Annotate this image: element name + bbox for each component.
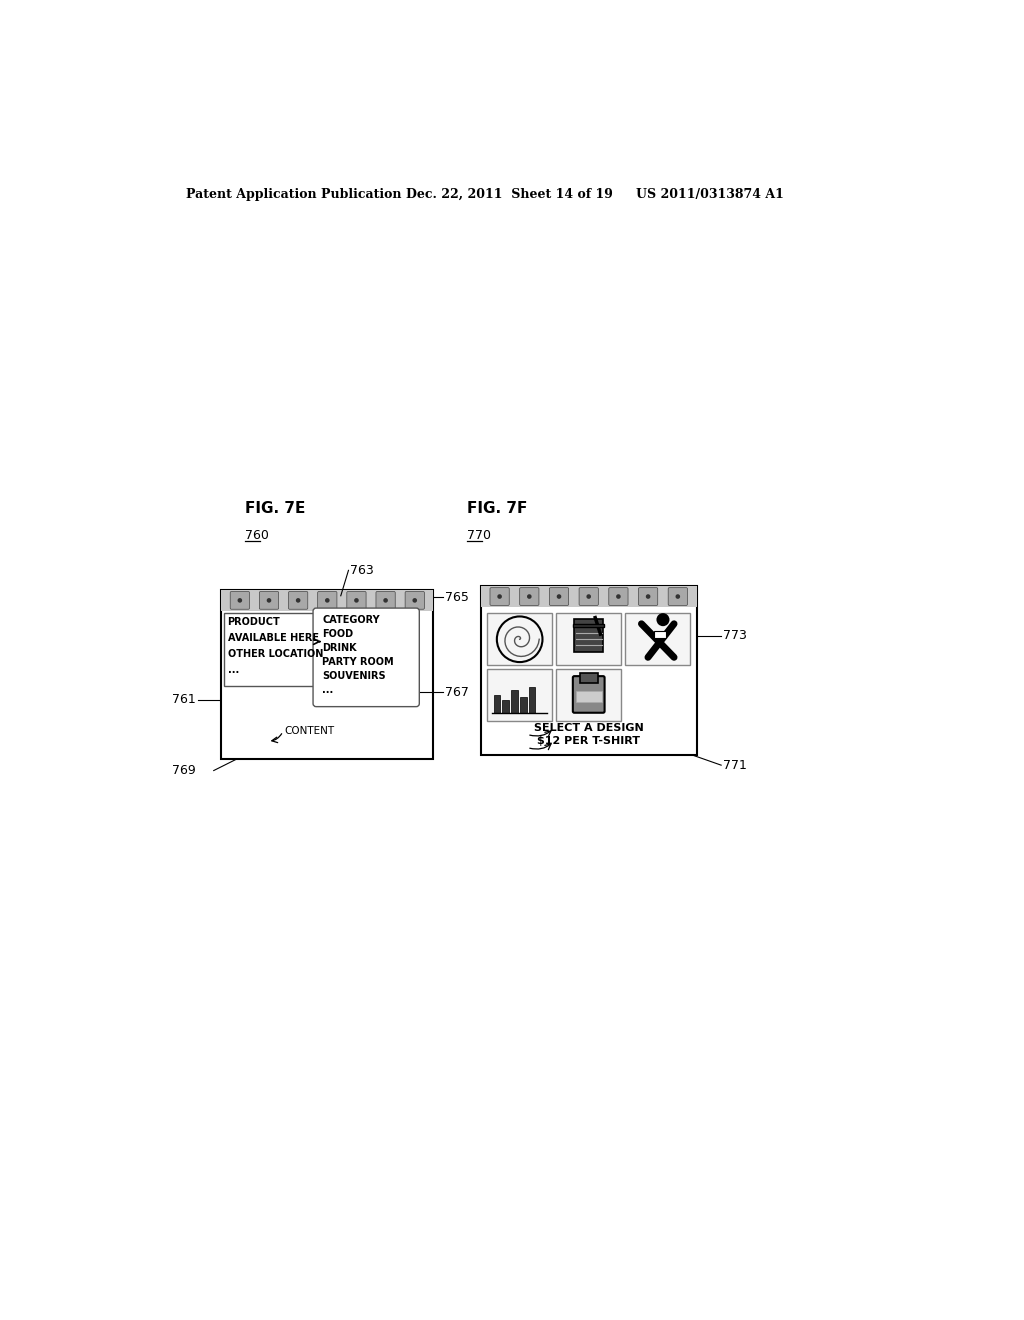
Bar [494,694,500,713]
Circle shape [587,594,591,599]
Text: SOUVENIRS: SOUVENIRS [323,671,386,681]
Text: SELECT A DESIGN: SELECT A DESIGN [534,723,644,733]
Circle shape [616,594,621,599]
FancyBboxPatch shape [487,614,552,665]
FancyBboxPatch shape [609,587,628,606]
FancyBboxPatch shape [317,591,337,610]
Circle shape [527,594,531,599]
Text: 767: 767 [444,685,469,698]
Text: 769: 769 [172,764,196,777]
Circle shape [557,594,561,599]
Text: US 2011/0313874 A1: US 2011/0313874 A1 [636,187,783,201]
Text: 770: 770 [467,529,492,543]
FancyBboxPatch shape [230,591,250,610]
Text: PRODUCT: PRODUCT [227,616,281,627]
Circle shape [498,594,502,599]
FancyBboxPatch shape [626,614,690,665]
FancyBboxPatch shape [639,587,657,606]
FancyBboxPatch shape [654,631,667,639]
Text: Dec. 22, 2011  Sheet 14 of 19: Dec. 22, 2011 Sheet 14 of 19 [407,187,613,201]
FancyBboxPatch shape [259,591,279,610]
Text: 761: 761 [172,693,196,706]
Circle shape [238,598,242,603]
Text: Patent Application Publication: Patent Application Publication [186,187,401,201]
Text: FOOD: FOOD [323,630,353,639]
Bar [481,586,696,607]
Circle shape [646,594,650,599]
FancyBboxPatch shape [573,624,604,627]
FancyBboxPatch shape [313,609,419,706]
Circle shape [413,598,417,603]
FancyBboxPatch shape [580,587,598,606]
FancyBboxPatch shape [580,673,598,684]
Bar [511,689,518,713]
FancyBboxPatch shape [406,591,424,610]
Circle shape [383,598,388,603]
Text: $12 PER T-SHIRT: $12 PER T-SHIRT [538,737,640,746]
Text: ...: ... [227,665,239,676]
Text: DRINK: DRINK [323,643,357,653]
FancyBboxPatch shape [487,669,552,721]
FancyBboxPatch shape [556,669,622,721]
FancyBboxPatch shape [669,587,687,606]
FancyBboxPatch shape [376,591,395,610]
Text: 765: 765 [444,591,469,603]
Bar [503,700,509,713]
Text: 763: 763 [350,564,374,577]
Circle shape [266,598,271,603]
Bar [221,590,433,611]
Circle shape [354,598,358,603]
Circle shape [296,598,300,603]
Text: OTHER LOCATION: OTHER LOCATION [227,649,323,659]
Circle shape [676,594,680,599]
Text: FIG. 7E: FIG. 7E [245,502,305,516]
Bar [529,686,536,713]
FancyBboxPatch shape [481,586,696,755]
Text: CONTENT: CONTENT [285,726,335,737]
FancyBboxPatch shape [347,591,366,610]
FancyBboxPatch shape [221,590,433,759]
Text: 771: 771 [723,759,746,772]
FancyBboxPatch shape [490,587,509,606]
Bar [520,697,526,713]
Text: AVAILABLE HERE: AVAILABLE HERE [227,634,318,643]
FancyBboxPatch shape [572,676,604,713]
Circle shape [325,598,330,603]
FancyBboxPatch shape [223,612,314,686]
Text: PARTY ROOM: PARTY ROOM [323,657,394,667]
Circle shape [656,614,670,626]
FancyBboxPatch shape [574,619,603,652]
FancyBboxPatch shape [289,591,308,610]
FancyBboxPatch shape [575,692,602,702]
FancyBboxPatch shape [550,587,568,606]
FancyBboxPatch shape [556,614,622,665]
Text: FIG. 7F: FIG. 7F [467,502,527,516]
Text: 760: 760 [245,529,268,543]
FancyBboxPatch shape [520,587,539,606]
Text: ...: ... [323,685,334,694]
Text: CATEGORY: CATEGORY [323,615,380,626]
Text: 773: 773 [723,630,746,643]
